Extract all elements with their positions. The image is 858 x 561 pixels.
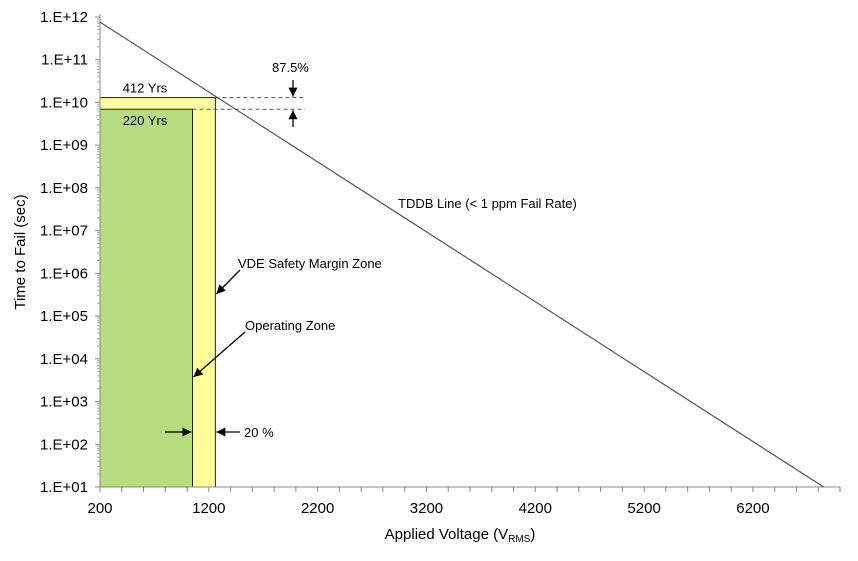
y-tick-label: 1.E+01 xyxy=(40,479,88,496)
operating-zone-label: Operating Zone xyxy=(245,318,335,333)
y-tick-label: 1.E+07 xyxy=(40,223,88,240)
zone-top-label: 220 Yrs xyxy=(123,113,168,128)
leader-arrow-icon-head xyxy=(216,284,226,294)
safety-zone-label: VDE Safety Margin Zone xyxy=(238,256,382,271)
y-tick-label: 1.E+12 xyxy=(40,9,88,26)
y-tick-label: 1.E+09 xyxy=(40,137,88,154)
y-tick-label: 1.E+02 xyxy=(40,436,88,453)
x-tick-label: 3200 xyxy=(410,500,443,517)
x-tick-label: 6200 xyxy=(736,500,769,517)
arrow-right-icon-head xyxy=(182,427,192,437)
y-tick-label: 1.E+04 xyxy=(40,351,88,368)
x-tick-label: 4200 xyxy=(519,500,552,517)
arrow-down-icon-head xyxy=(288,87,298,97)
y-axis-label: Time to Fail (sec) xyxy=(12,194,29,309)
y-tick-label: 1.E+08 xyxy=(40,180,88,197)
x-tick-label: 1200 xyxy=(192,500,225,517)
tddb-line-label: TDDB Line (< 1 ppm Fail Rate) xyxy=(398,196,577,211)
arrow-left-icon-head xyxy=(216,427,226,437)
margin-time-label: 87.5% xyxy=(272,60,309,75)
leader-arrow-icon xyxy=(193,331,246,378)
arrow-up-icon-head xyxy=(288,110,298,120)
zone-rect xyxy=(99,108,193,488)
x-axis-label: Applied Voltage (VRMS) xyxy=(385,526,536,545)
zone-top-label: 412 Yrs xyxy=(123,81,168,96)
y-tick-label: 1.E+03 xyxy=(40,394,88,411)
y-tick-label: 1.E+10 xyxy=(40,94,88,111)
x-tick-label: 200 xyxy=(87,500,112,517)
x-tick-label: 2200 xyxy=(301,500,334,517)
leader-arrow-icon-head xyxy=(193,367,204,377)
y-tick-label: 1.E+05 xyxy=(40,308,88,325)
y-tick-label: 1.E+11 xyxy=(41,52,88,69)
margin-voltage-label: 20 % xyxy=(244,425,274,440)
y-tick-label: 1.E+06 xyxy=(40,265,88,282)
tddb-line xyxy=(99,21,825,488)
x-tick-label: 5200 xyxy=(627,500,660,517)
